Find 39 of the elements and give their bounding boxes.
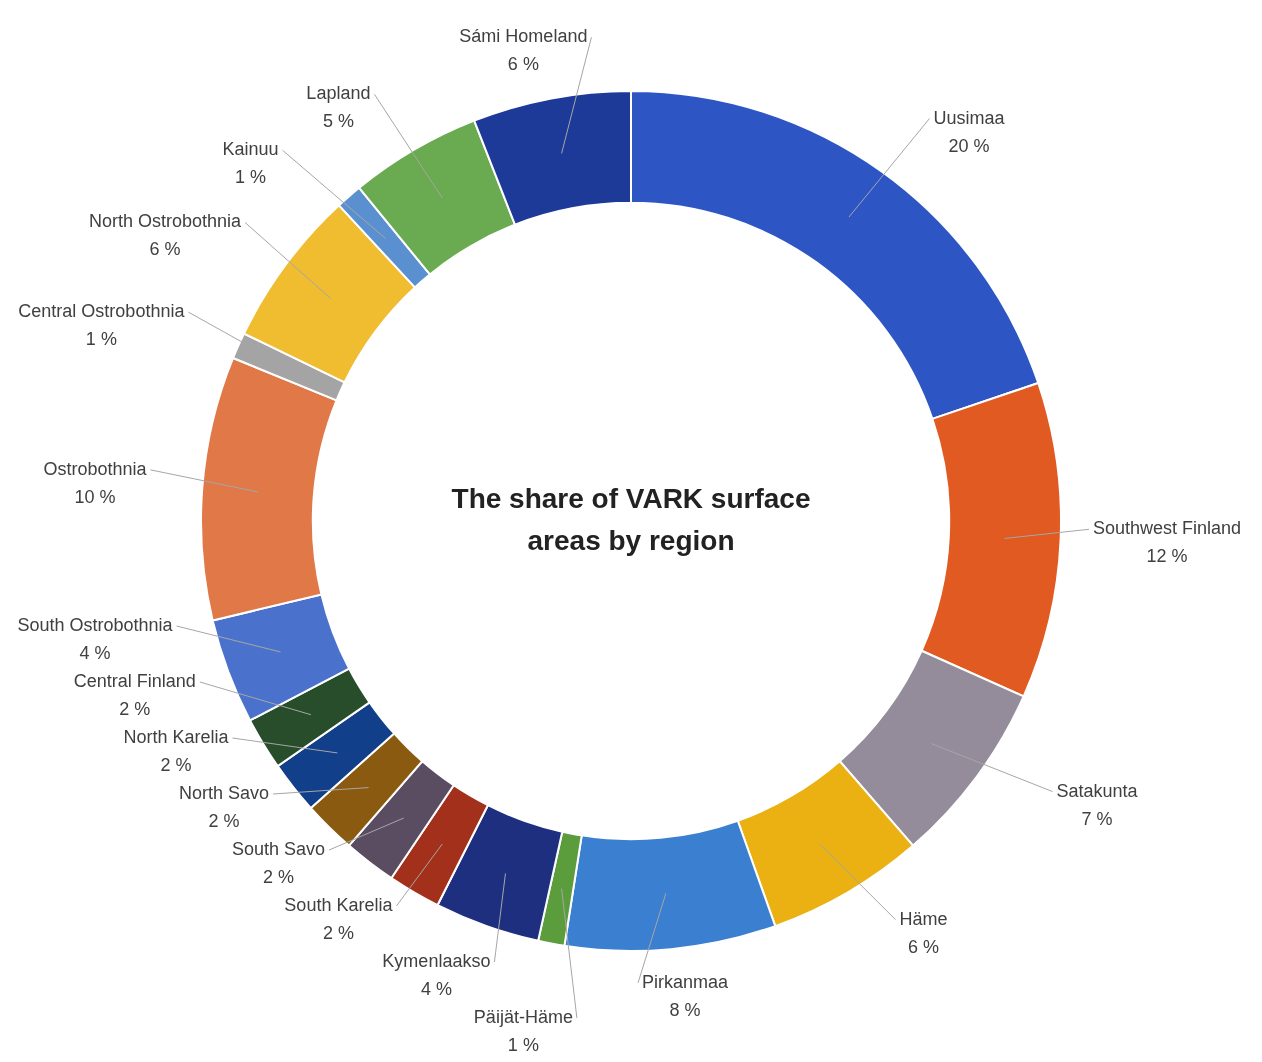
slice-label: South Karelia (284, 894, 394, 915)
data-label: 4 % (420, 978, 452, 999)
slice-label: Sámi Homeland (459, 26, 588, 47)
data-label: 5 % (322, 111, 354, 132)
data-label: 4 % (79, 642, 111, 663)
slice-label: Häme (899, 908, 948, 929)
slice-label: Central Ostrobothnia (18, 301, 186, 322)
slice-label: South Savo (231, 838, 326, 859)
slice-label: Ostrobothnia (43, 458, 148, 479)
data-label: 7 % (1081, 808, 1113, 829)
data-label: 1 % (507, 1034, 539, 1055)
data-label: 6 % (149, 239, 181, 260)
slice-label: Kainuu (222, 139, 279, 160)
data-label: 10 % (74, 486, 116, 507)
data-label: 8 % (669, 999, 701, 1020)
data-label: 6 % (507, 54, 539, 75)
slice-label: North Savo (179, 782, 270, 803)
slice-label: North Karelia (123, 726, 230, 747)
slice-label: Uusimaa (933, 107, 1006, 128)
slice-label: Central Finland (73, 670, 196, 691)
data-label: 2 % (263, 866, 295, 887)
data-label: 6 % (908, 936, 940, 957)
slice-label: Pirkanmaa (642, 971, 730, 992)
slice-label: Satakunta (1056, 780, 1139, 801)
data-label: 2 % (322, 922, 354, 943)
data-label: 1 % (85, 329, 117, 350)
slice-label: Lapland (306, 83, 371, 104)
slice-label: South Ostrobothnia (17, 614, 174, 635)
data-label: 12 % (1146, 546, 1188, 567)
data-label: 2 % (208, 810, 240, 831)
data-label: 2 % (160, 754, 192, 775)
data-label: 1 % (235, 167, 267, 188)
text: The share of VARK surface areas by region (451, 482, 811, 556)
slice-label: North Ostrobothnia (88, 211, 242, 232)
slice-label: Päijät-Häme (473, 1006, 573, 1027)
slice-label: Southwest Finland (1092, 518, 1242, 539)
data-label: 2 % (119, 698, 151, 719)
slice-label: Kymenlaakso (382, 950, 491, 971)
data-label: 20 % (948, 135, 990, 156)
